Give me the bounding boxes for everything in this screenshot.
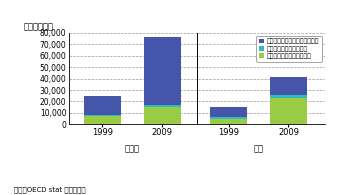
Bar — [210, 119, 247, 124]
Text: ドイツ: ドイツ — [125, 144, 140, 153]
Bar — [270, 77, 307, 95]
Legend: その他業務・専門技術サービス, オペレーショナルリース, 仲介貳易・その他貳易関連: その他業務・専門技術サービス, オペレーショナルリース, 仲介貳易・その他貳易関… — [256, 36, 322, 61]
Bar — [270, 95, 307, 98]
Bar — [144, 105, 181, 107]
Bar — [84, 116, 121, 124]
Text: 日本: 日本 — [254, 144, 264, 153]
Text: 資料：OECD stat から作成。: 資料：OECD stat から作成。 — [14, 186, 85, 193]
Bar — [84, 96, 121, 115]
Bar — [144, 107, 181, 124]
Bar — [210, 117, 247, 119]
Text: （百万ドル）: （百万ドル） — [23, 22, 53, 31]
Bar — [270, 98, 307, 124]
Bar — [144, 37, 181, 105]
Bar — [84, 115, 121, 116]
Bar — [210, 107, 247, 117]
